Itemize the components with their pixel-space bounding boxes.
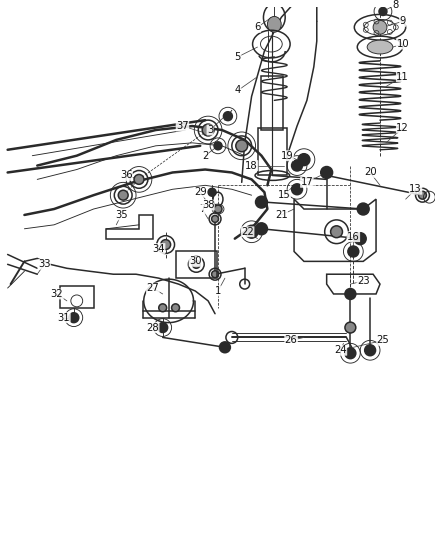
Text: 12: 12: [396, 123, 409, 133]
Circle shape: [69, 313, 79, 322]
Circle shape: [236, 140, 247, 152]
Circle shape: [212, 215, 219, 222]
Bar: [176, 251, 217, 278]
Text: 32: 32: [51, 289, 64, 299]
Text: 21: 21: [275, 210, 288, 220]
Circle shape: [331, 226, 343, 238]
Circle shape: [345, 288, 356, 300]
Text: 13: 13: [409, 184, 422, 194]
Circle shape: [348, 246, 359, 257]
Text: 22: 22: [241, 227, 254, 237]
Circle shape: [419, 191, 427, 199]
Circle shape: [159, 304, 166, 312]
Circle shape: [373, 20, 387, 34]
Text: 11: 11: [396, 71, 409, 82]
Circle shape: [321, 166, 332, 179]
Text: 8: 8: [393, 0, 399, 10]
Circle shape: [345, 322, 356, 333]
Text: 37: 37: [176, 121, 189, 131]
Text: 29: 29: [194, 187, 207, 197]
Circle shape: [212, 271, 219, 278]
Circle shape: [298, 154, 310, 166]
Text: 27: 27: [146, 283, 159, 293]
Text: 30: 30: [189, 256, 201, 266]
Circle shape: [202, 124, 214, 136]
Text: 23: 23: [357, 276, 370, 286]
Text: 2: 2: [202, 151, 208, 160]
Text: 10: 10: [396, 39, 409, 49]
Text: 15: 15: [278, 190, 290, 200]
Circle shape: [214, 142, 222, 150]
Text: 7: 7: [199, 204, 205, 214]
Text: 20: 20: [364, 167, 376, 177]
Circle shape: [158, 322, 168, 333]
Text: 35: 35: [115, 210, 127, 220]
Text: 24: 24: [334, 345, 347, 356]
Circle shape: [161, 240, 171, 249]
Text: 17: 17: [300, 177, 313, 188]
Text: 25: 25: [377, 335, 389, 345]
Circle shape: [219, 342, 230, 353]
Circle shape: [192, 261, 200, 268]
Circle shape: [223, 112, 232, 120]
Circle shape: [345, 348, 356, 359]
Text: 3: 3: [207, 125, 213, 135]
Circle shape: [245, 225, 258, 238]
Circle shape: [134, 174, 144, 184]
Text: 1: 1: [215, 286, 221, 296]
Circle shape: [172, 304, 180, 312]
Circle shape: [255, 196, 267, 208]
Text: 9: 9: [399, 17, 406, 26]
Text: 33: 33: [38, 260, 50, 269]
Text: 6: 6: [254, 22, 261, 33]
Bar: [261, 76, 283, 130]
Text: 36: 36: [120, 171, 132, 181]
Text: 31: 31: [58, 313, 70, 322]
Text: 19: 19: [281, 151, 293, 160]
Text: 18: 18: [245, 160, 258, 171]
Circle shape: [255, 223, 267, 235]
Circle shape: [379, 7, 387, 15]
Circle shape: [365, 345, 375, 356]
Ellipse shape: [367, 40, 393, 54]
Circle shape: [118, 190, 128, 200]
Text: 26: 26: [285, 335, 297, 345]
Text: 34: 34: [152, 244, 165, 254]
Text: 28: 28: [146, 322, 159, 333]
Circle shape: [357, 203, 369, 215]
Text: 38: 38: [202, 200, 214, 210]
Circle shape: [208, 188, 216, 196]
Circle shape: [214, 205, 222, 213]
Text: 5: 5: [235, 52, 241, 62]
Circle shape: [292, 184, 303, 195]
Ellipse shape: [267, 17, 281, 32]
Text: 4: 4: [235, 85, 241, 95]
Circle shape: [354, 233, 366, 245]
Bar: [258, 128, 287, 175]
Bar: [60, 286, 94, 308]
Circle shape: [292, 160, 303, 171]
Text: 16: 16: [347, 232, 360, 241]
